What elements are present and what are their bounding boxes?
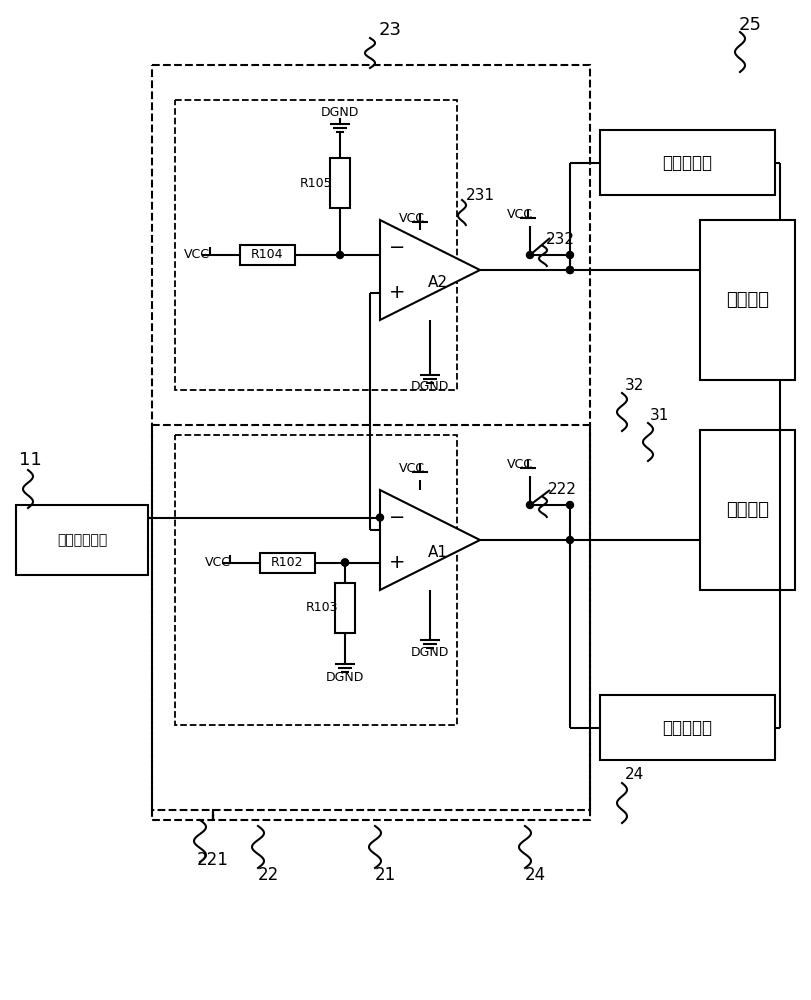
Text: 222: 222 bbox=[547, 483, 576, 497]
Text: 加湿装置: 加湿装置 bbox=[725, 501, 768, 519]
Bar bbox=[260, 552, 315, 572]
Bar bbox=[335, 582, 354, 633]
Text: 24: 24 bbox=[624, 767, 644, 782]
Text: 231: 231 bbox=[465, 188, 494, 202]
Text: A2: A2 bbox=[427, 275, 447, 290]
Text: A1: A1 bbox=[427, 545, 447, 560]
Polygon shape bbox=[380, 220, 479, 320]
Bar bbox=[699, 220, 794, 380]
Bar bbox=[240, 245, 294, 265]
Circle shape bbox=[566, 251, 573, 258]
Text: R104: R104 bbox=[251, 248, 283, 261]
Circle shape bbox=[566, 502, 573, 508]
Bar bbox=[175, 435, 457, 725]
Bar bbox=[699, 430, 794, 590]
Text: 21: 21 bbox=[374, 866, 395, 884]
Text: +: + bbox=[388, 553, 406, 572]
Text: 22: 22 bbox=[257, 866, 278, 884]
Text: VCC: VCC bbox=[184, 248, 210, 261]
Circle shape bbox=[526, 251, 533, 258]
Circle shape bbox=[526, 502, 533, 508]
Text: 24: 24 bbox=[524, 866, 545, 884]
Circle shape bbox=[566, 266, 573, 273]
Text: VCC: VCC bbox=[398, 462, 424, 475]
Text: 25: 25 bbox=[737, 16, 761, 34]
Bar bbox=[599, 130, 774, 195]
Text: 抽湿装置: 抽湿装置 bbox=[725, 291, 768, 309]
Text: 23: 23 bbox=[378, 21, 401, 39]
Text: VCC: VCC bbox=[398, 212, 424, 225]
Bar bbox=[152, 65, 590, 820]
Circle shape bbox=[336, 251, 343, 258]
Text: R103: R103 bbox=[306, 601, 338, 614]
Bar bbox=[152, 425, 590, 810]
Text: 第二定时器: 第二定时器 bbox=[662, 154, 711, 172]
Text: R105: R105 bbox=[299, 177, 332, 190]
Circle shape bbox=[566, 536, 573, 544]
Text: 温湿度传感器: 温湿度传感器 bbox=[57, 533, 107, 547]
Bar bbox=[329, 158, 350, 208]
Text: +: + bbox=[388, 283, 406, 302]
Circle shape bbox=[341, 559, 348, 566]
Text: 31: 31 bbox=[650, 408, 669, 422]
Text: −: − bbox=[388, 508, 406, 527]
Circle shape bbox=[566, 266, 573, 273]
Circle shape bbox=[376, 514, 383, 521]
Text: 32: 32 bbox=[624, 377, 644, 392]
Text: DGND: DGND bbox=[410, 380, 448, 393]
Text: R102: R102 bbox=[270, 556, 303, 569]
Text: 232: 232 bbox=[545, 232, 574, 247]
Text: VCC: VCC bbox=[506, 458, 532, 472]
Text: −: − bbox=[388, 238, 406, 257]
Polygon shape bbox=[380, 490, 479, 590]
Text: VCC: VCC bbox=[204, 556, 230, 569]
Text: 第一定时器: 第一定时器 bbox=[662, 718, 711, 736]
Text: 11: 11 bbox=[19, 451, 41, 469]
Text: DGND: DGND bbox=[410, 646, 448, 658]
Bar bbox=[16, 505, 148, 575]
Bar bbox=[599, 695, 774, 760]
Text: DGND: DGND bbox=[320, 106, 358, 119]
Text: 221: 221 bbox=[197, 851, 229, 869]
Circle shape bbox=[341, 559, 348, 566]
Bar bbox=[175, 100, 457, 390]
Text: VCC: VCC bbox=[506, 209, 532, 222]
Text: DGND: DGND bbox=[325, 671, 364, 684]
